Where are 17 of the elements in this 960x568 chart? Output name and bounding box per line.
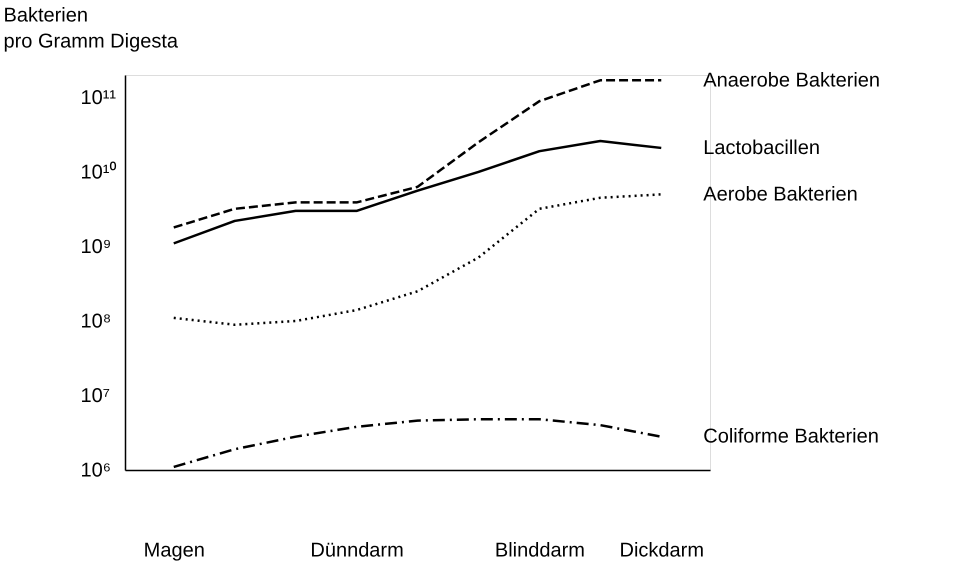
y-tick-label: 10⁹ (80, 236, 112, 258)
text: Anaerobe Bakterien (703, 69, 880, 92)
y-tick-label: 10⁷ (80, 384, 110, 407)
y-tick-label: 10⁸ (80, 310, 112, 332)
x-tick-label: Magen (144, 540, 205, 562)
x-tick-label: Blinddarm (494, 540, 585, 562)
y-tick-label: 10⁶ (80, 460, 111, 482)
x-tick-label: Dickdarm (620, 540, 704, 562)
y-axis-title: Bakterien pro Gramm Digesta (4, 4, 179, 52)
text: Lactobacillen (703, 136, 820, 159)
text: Aerobe Bakterien (703, 183, 858, 206)
y-tick-label: 10¹⁰ (80, 160, 116, 184)
text: Coliforme Bakterien (703, 426, 879, 448)
line-series (172, 193, 662, 326)
y-tick-label: 10¹¹ (80, 86, 116, 109)
x-tick-label: Dünndarm (310, 540, 404, 562)
line-series (172, 418, 662, 468)
